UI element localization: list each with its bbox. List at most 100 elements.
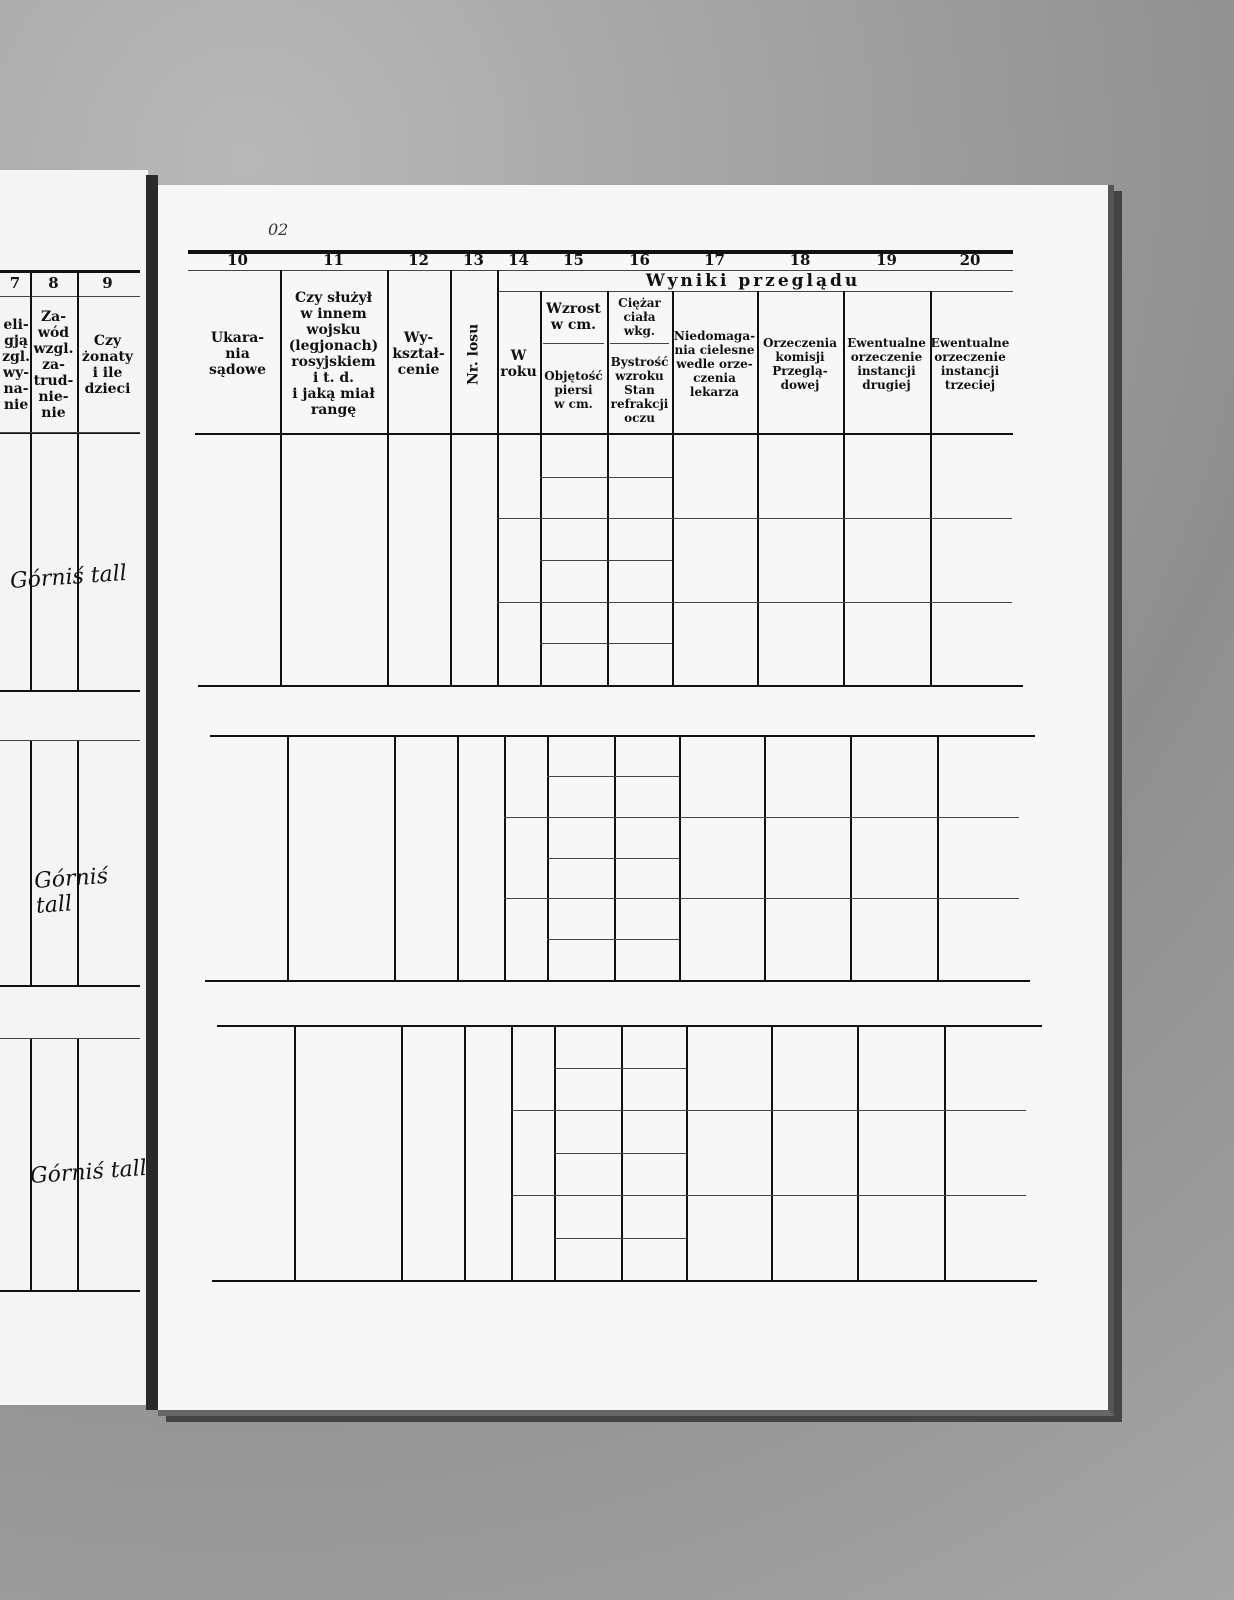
rule [0, 296, 140, 297]
row-rule [497, 601, 1012, 603]
column-header-18: Orzeczenia komisji Przeglą- dowej [762, 336, 838, 392]
column-divider [387, 270, 389, 435]
column-divider [77, 740, 79, 985]
column-number-14: 14 [508, 251, 529, 269]
column-header-16-bottom: Bystrość wzroku Stan refrakcji oczu [610, 355, 669, 425]
column-divider [30, 432, 32, 690]
column-header-19: Ewentualne orzeczenie instancji drugiej [847, 336, 926, 392]
row-rule [504, 898, 1019, 900]
book-binding [146, 175, 158, 1410]
rule [188, 270, 1013, 271]
column-divider [850, 735, 852, 980]
column-divider [757, 435, 759, 685]
column-number-11: 11 [323, 251, 344, 269]
column-divider [764, 735, 766, 980]
column-header-20: Ewentualne orzeczenie instancji trzeciej [930, 336, 1010, 392]
column-divider [607, 291, 609, 435]
handwritten-entry: Górniś tall [9, 560, 128, 595]
column-number-15: 15 [563, 251, 584, 269]
column-number-12: 12 [408, 251, 429, 269]
header-bottom-rule [0, 432, 140, 434]
block-bottom-rule [0, 690, 140, 692]
block-top-rule [0, 432, 140, 433]
column-divider [401, 1025, 403, 1280]
column-divider [944, 1025, 946, 1280]
left-page: 7 8 9 eli- gją zgl. wy- na- nie Za- wód … [0, 170, 148, 1405]
column-number-17: 17 [704, 251, 725, 269]
column-divider [504, 735, 506, 980]
handwritten-entry: Górniś tall [33, 863, 109, 919]
header-top-rule [188, 250, 1013, 254]
column-divider [930, 291, 932, 435]
block-bottom-rule [0, 1290, 140, 1292]
column-header-10: Ukara- nia sądowe [208, 330, 267, 378]
column-number-16: 16 [629, 251, 650, 269]
rule [610, 343, 669, 344]
column-divider [937, 735, 939, 980]
header-top-rule [0, 270, 140, 273]
column-divider [387, 435, 389, 685]
column-divider [843, 435, 845, 685]
rule [543, 343, 604, 344]
handwritten-entry: Górniś tall [29, 1155, 148, 1190]
column-divider [30, 1038, 32, 1290]
row-rule [504, 816, 1019, 818]
block-top-rule [210, 735, 1035, 737]
column-divider [686, 1025, 688, 1280]
column-divider [457, 735, 459, 980]
sub-row-rule [554, 1152, 686, 1154]
column-divider [511, 1025, 513, 1280]
column-header-12: Wy- kształ- cenie [392, 330, 445, 378]
sub-row-rule [554, 1237, 686, 1239]
column-divider [287, 735, 289, 980]
column-divider [672, 435, 674, 685]
column-header-9: Czy żonaty i ile dzieci [81, 333, 134, 397]
column-divider [30, 740, 32, 985]
column-divider [77, 270, 79, 432]
sub-row-rule [540, 560, 672, 561]
column-divider [540, 291, 542, 435]
column-number-19: 19 [876, 251, 897, 269]
column-divider [280, 435, 282, 685]
column-divider [497, 270, 499, 435]
column-divider [77, 432, 79, 690]
column-divider [450, 435, 452, 685]
column-number-20: 20 [959, 251, 981, 269]
column-header-15-top: Wzrost w cm. [546, 301, 601, 333]
sub-row-rule [540, 643, 672, 645]
block-top-rule [0, 740, 140, 741]
column-divider [77, 1038, 79, 1290]
column-header-14: W roku [500, 348, 537, 380]
column-divider [843, 291, 845, 435]
column-header-11: Czy służył w innem wojsku (legjonach) ro… [288, 290, 379, 418]
block-top-rule [217, 1025, 1042, 1027]
column-header-15-bottom: Objętość piersi w cm. [544, 369, 603, 411]
row-rule [497, 518, 1012, 520]
column-divider [771, 1025, 773, 1280]
column-divider [679, 735, 681, 980]
block-bottom-rule [212, 1280, 1037, 1282]
column-divider [672, 291, 674, 435]
rule [498, 291, 1013, 292]
column-divider [757, 291, 759, 435]
row-rule [511, 1195, 1026, 1196]
column-divider [394, 735, 396, 980]
sub-row-rule [547, 775, 679, 777]
column-number-9: 9 [102, 274, 113, 292]
column-header-8: Za- wód wzgl. za- trud- nie- nie [33, 309, 74, 421]
sub-row-rule [547, 939, 679, 941]
column-header-16-top: Ciężar ciała wkg. [618, 296, 661, 338]
block-bottom-rule [0, 985, 140, 987]
column-divider [857, 1025, 859, 1280]
block-top-rule [0, 1038, 140, 1039]
page-mark: 02 [268, 220, 289, 239]
column-divider [930, 435, 932, 685]
block-bottom-rule [205, 980, 1030, 982]
row-rule [511, 1110, 1026, 1111]
group-header: Wyniki przeglądu [645, 271, 861, 291]
column-header-17: Niedomaga- nia cielesne wedle orze- czen… [673, 329, 756, 399]
right-page: 02 Wyniki przeglądu 10 11 12 13 14 15 16 17 18 19… [158, 185, 1114, 1416]
sub-row-rule [540, 476, 672, 478]
column-divider [30, 270, 32, 432]
column-divider [497, 435, 499, 685]
